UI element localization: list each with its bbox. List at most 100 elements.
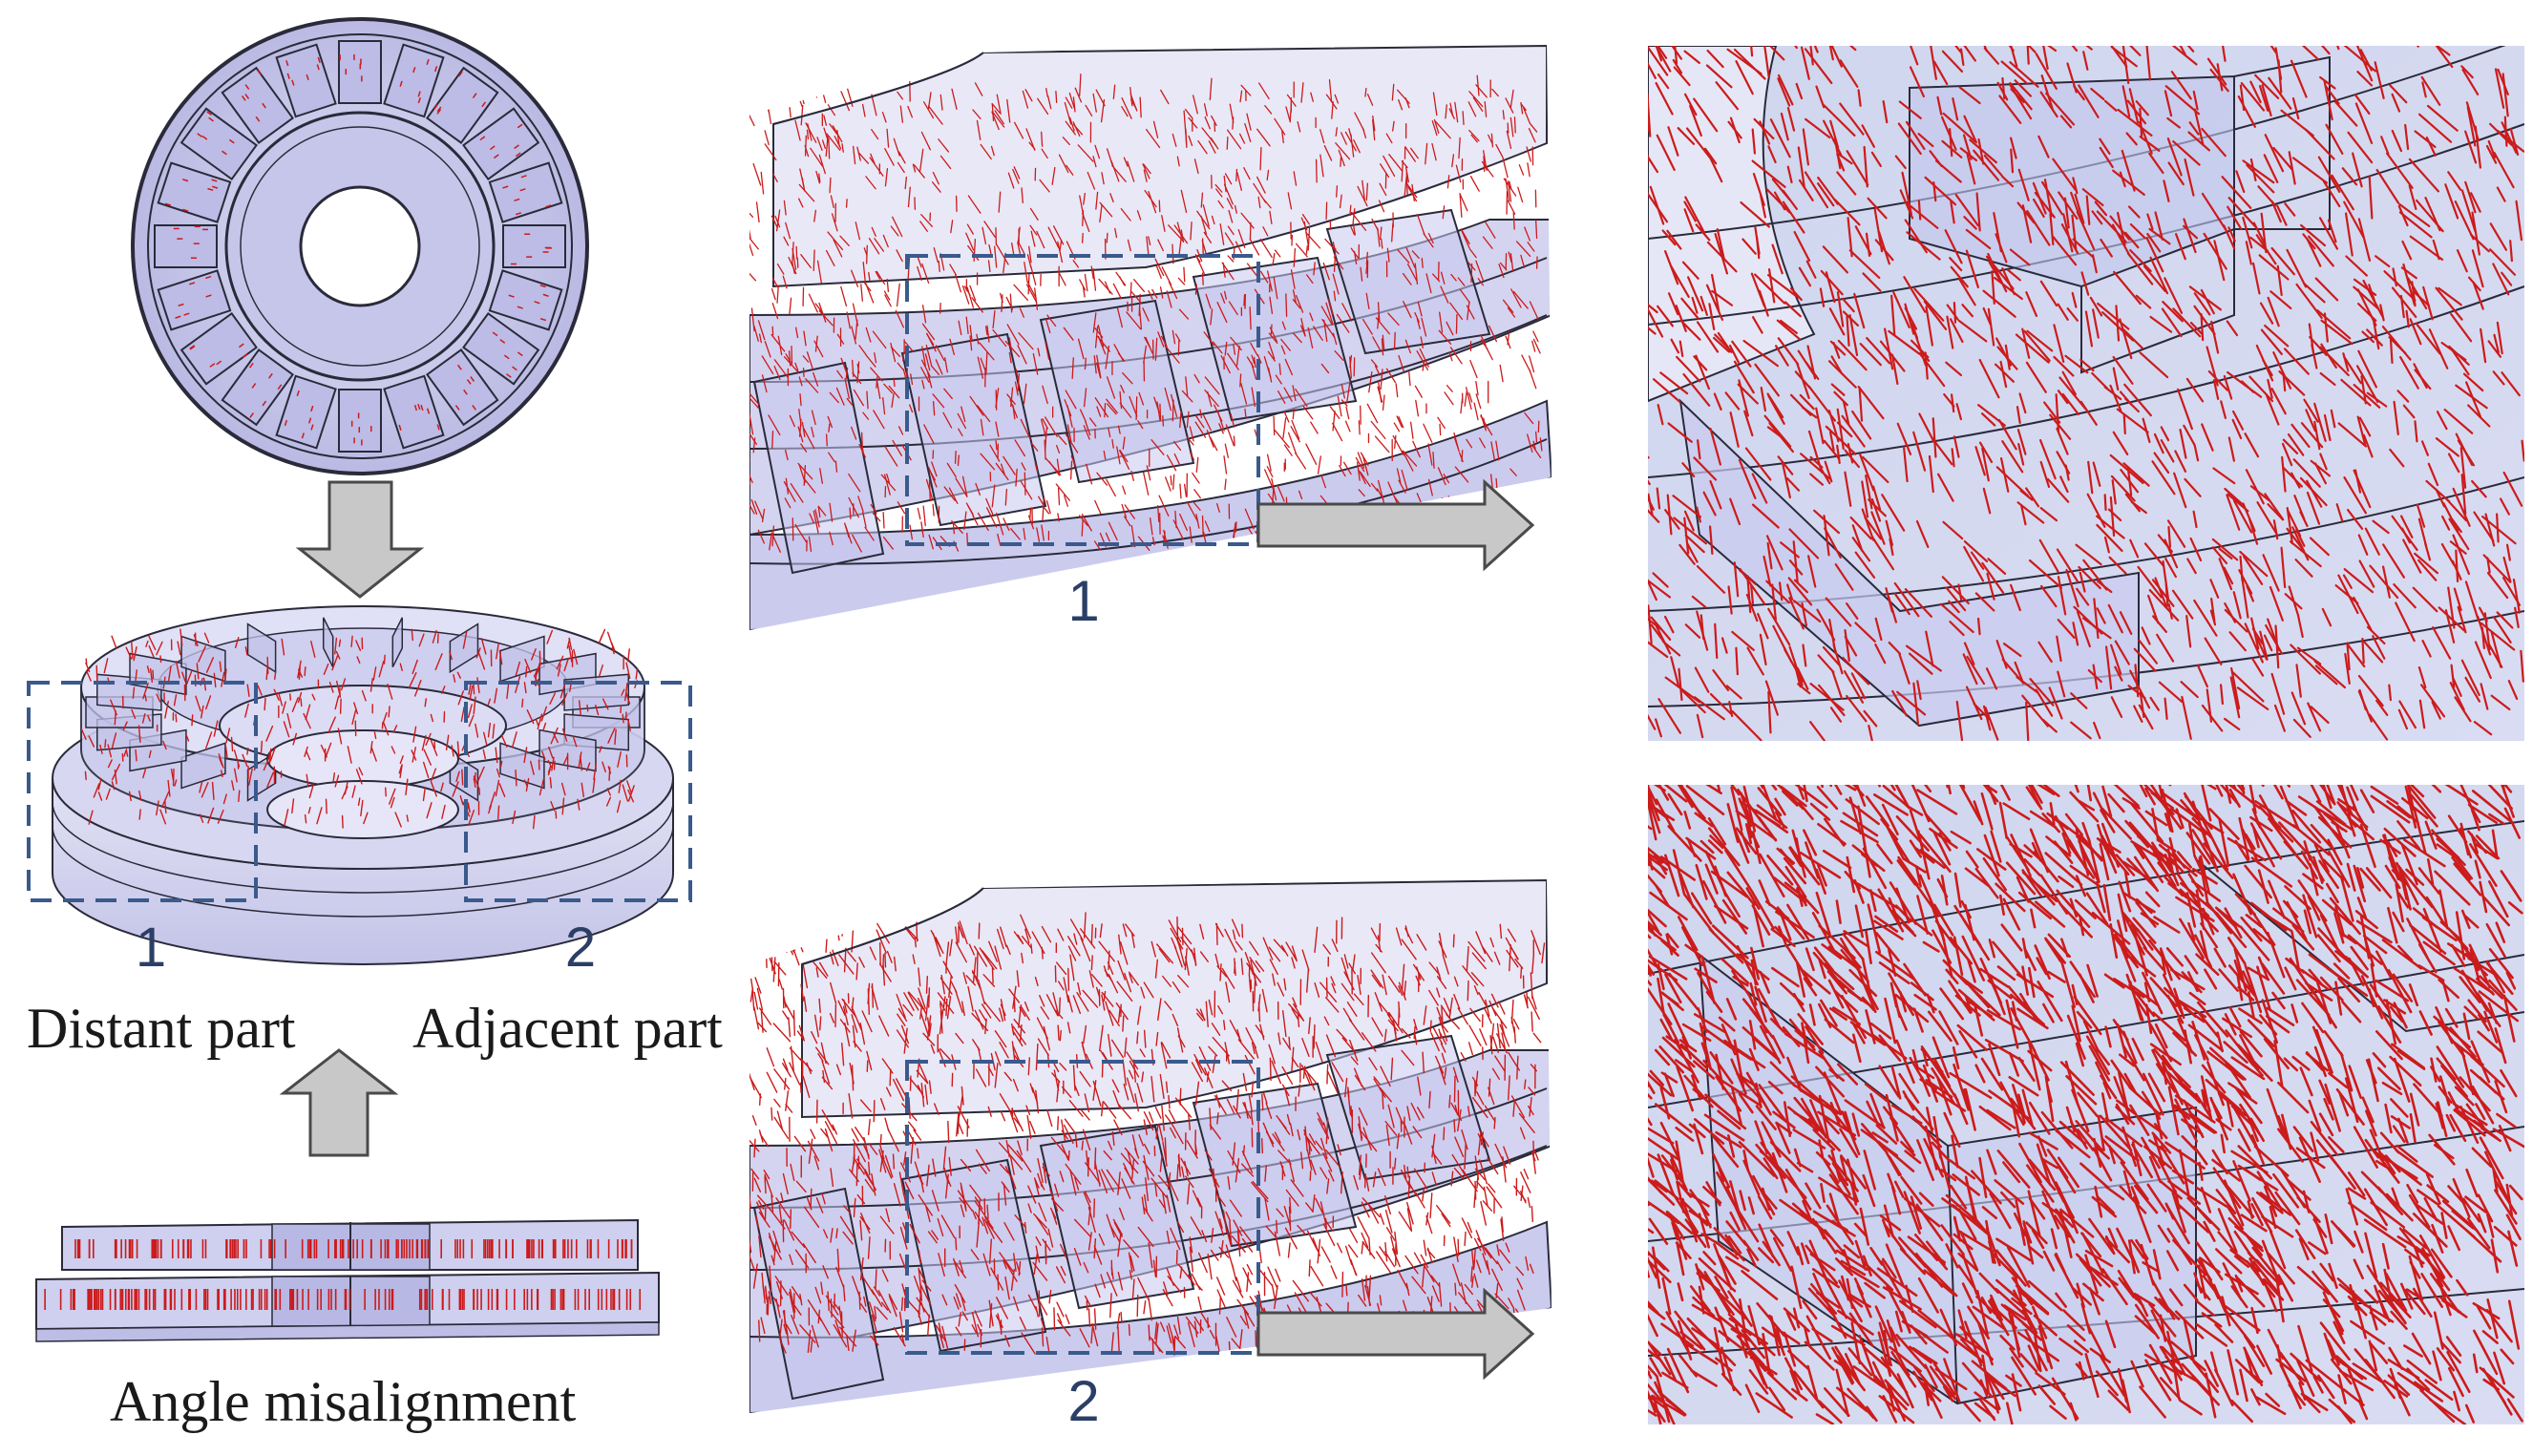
field-arrow-mark bbox=[1974, 592, 1995, 612]
field-arrow-mark bbox=[1046, 314, 1057, 327]
field-arrow-mark bbox=[2160, 439, 2175, 463]
field-arrow-mark bbox=[786, 1323, 792, 1335]
field-arrow-mark bbox=[790, 1163, 795, 1182]
field-arrow-mark bbox=[246, 748, 249, 755]
field-arrow-mark bbox=[925, 1206, 931, 1223]
field-arrow-mark bbox=[1300, 82, 1304, 103]
field-arrow-mark bbox=[1033, 1177, 1040, 1196]
field-arrow-mark bbox=[125, 749, 129, 757]
field-arrow-mark bbox=[2381, 565, 2391, 599]
field-arrow-mark bbox=[2402, 538, 2422, 574]
field-arrow-mark bbox=[1817, 182, 1835, 207]
field-arrow-mark bbox=[1696, 713, 1704, 739]
field-arrow-mark bbox=[1013, 1253, 1017, 1272]
field-arrow-mark bbox=[2103, 494, 2107, 512]
field-arrow-mark bbox=[1751, 503, 1780, 529]
field-arrows-bottom bbox=[749, 910, 1546, 1357]
field-arrow-mark bbox=[1179, 1087, 1182, 1106]
field-arrow-mark bbox=[1040, 1005, 1050, 1020]
field-arrow-mark bbox=[2462, 372, 2484, 392]
field-arrow-mark bbox=[2358, 559, 2375, 588]
field-arrow-mark bbox=[1848, 46, 1857, 52]
coil-slot bbox=[221, 66, 295, 144]
field-arrow-mark bbox=[1065, 1314, 1070, 1325]
field-arrow-mark bbox=[1343, 461, 1352, 475]
field-arrow-mark bbox=[2362, 433, 2374, 458]
field-arrow-mark bbox=[1056, 1313, 1063, 1324]
field-arrow-mark bbox=[1397, 249, 1410, 264]
field-arrow-mark bbox=[1983, 154, 2003, 177]
field-arrow-mark bbox=[907, 1121, 917, 1131]
field-arrow-mark bbox=[2489, 222, 2507, 251]
field-arrow-mark bbox=[391, 746, 396, 754]
field-arrow-mark bbox=[749, 1068, 755, 1091]
field-arrow-mark bbox=[104, 739, 107, 749]
field-arrow-mark bbox=[1216, 410, 1225, 432]
field-arrow-mark bbox=[1105, 345, 1110, 369]
field-arrow-mark bbox=[1101, 172, 1105, 185]
field-arrow-mark bbox=[2129, 222, 2146, 240]
field-arrow-mark bbox=[1131, 1158, 1135, 1179]
field-arrow-mark bbox=[1962, 134, 1973, 160]
field-arrow-mark bbox=[1222, 1210, 1228, 1233]
field-arrow-mark bbox=[749, 921, 753, 939]
field-arrow-mark bbox=[784, 1077, 787, 1090]
field-arrow-mark bbox=[1095, 986, 1101, 999]
field-arrow-mark bbox=[1143, 163, 1151, 175]
field-arrow-mark bbox=[2450, 312, 2473, 343]
field-arrow-mark bbox=[855, 222, 860, 241]
field-arrow-mark bbox=[1095, 191, 1099, 210]
field-arrow-mark bbox=[1073, 1247, 1082, 1266]
field-arrow-mark bbox=[2201, 704, 2224, 732]
field-arrow-mark bbox=[264, 697, 266, 711]
field-arrow-mark bbox=[316, 64, 320, 71]
field-arrow-mark bbox=[1374, 992, 1383, 1012]
field-arrow-mark bbox=[960, 1158, 972, 1172]
field-arrow-mark bbox=[1724, 391, 1741, 411]
field-arrow-mark bbox=[512, 810, 517, 825]
field-arrow-mark bbox=[872, 330, 887, 349]
field-arrow-mark bbox=[1224, 232, 1235, 246]
field-arrow-mark bbox=[889, 1068, 892, 1087]
field-arrow-mark bbox=[2487, 643, 2503, 668]
field-arrow-mark bbox=[921, 359, 931, 377]
field-arrow-mark bbox=[1883, 327, 1894, 370]
field-arrow-mark bbox=[1168, 281, 1178, 300]
field-arrow-mark bbox=[1300, 217, 1308, 231]
field-arrow-mark bbox=[824, 1121, 838, 1145]
field-arrow-mark bbox=[2057, 670, 2066, 698]
field-arrow-mark bbox=[1244, 408, 1247, 419]
field-arrow-mark bbox=[1345, 406, 1350, 420]
field-arrow-mark bbox=[2310, 706, 2330, 725]
field-arrow-mark bbox=[1094, 327, 1104, 338]
field-arrow-mark bbox=[899, 1226, 908, 1250]
field-arrow-mark bbox=[958, 320, 962, 336]
field-arrow-mark bbox=[1288, 1206, 1292, 1232]
field-arrow-mark bbox=[1334, 349, 1344, 361]
field-arrow-mark bbox=[477, 652, 486, 670]
field-arrow-mark bbox=[1815, 407, 1825, 445]
field-arrow-mark bbox=[1213, 1168, 1216, 1187]
field-arrow-mark bbox=[1792, 600, 1822, 622]
field-arrow-mark bbox=[1065, 96, 1073, 109]
field-arrow-mark bbox=[595, 704, 600, 716]
field-arrow-mark bbox=[862, 411, 870, 420]
field-arrow-mark bbox=[840, 91, 851, 112]
field-arrow-mark bbox=[2023, 329, 2051, 362]
field-arrow-mark bbox=[1793, 230, 1811, 263]
field-arrow-mark bbox=[470, 376, 475, 382]
field-arrow-mark bbox=[783, 1323, 788, 1335]
zoom-view-distant bbox=[1648, 46, 2524, 741]
field-arrow-mark bbox=[2286, 248, 2308, 288]
field-arrow-mark bbox=[549, 692, 557, 705]
field-arrow-mark bbox=[761, 355, 774, 375]
field-arrow-mark bbox=[1021, 1332, 1036, 1355]
field-arrow-mark bbox=[1227, 1150, 1241, 1173]
field-arrow-mark bbox=[1323, 144, 1333, 161]
field-arrow-mark bbox=[1529, 369, 1537, 390]
field-arrow-mark bbox=[1446, 384, 1453, 392]
field-arrow-mark bbox=[818, 302, 827, 323]
field-arrow-mark bbox=[1106, 403, 1117, 415]
field-arrow-mark bbox=[932, 503, 935, 517]
field-arrow-mark bbox=[1358, 1154, 1362, 1175]
